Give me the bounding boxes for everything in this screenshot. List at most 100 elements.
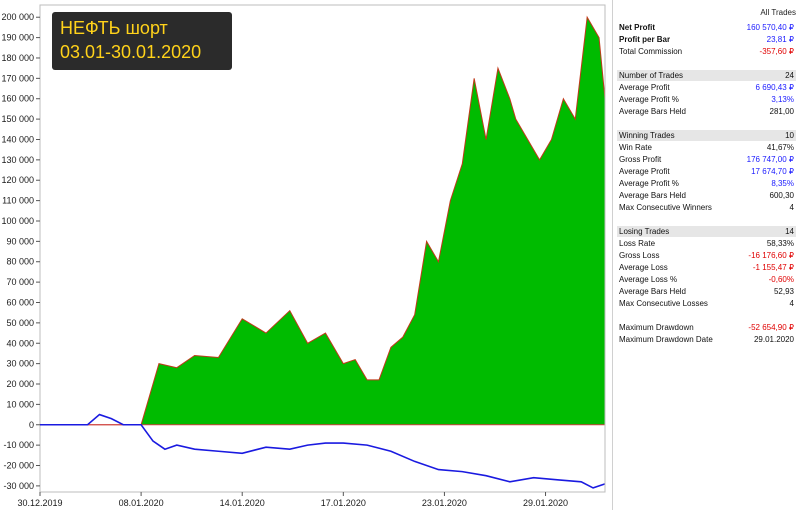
stat-row: Win Rate 41,67%: [617, 142, 796, 153]
stat-row: Net Profit 160 570,40 ₽: [617, 22, 796, 33]
chart-title-box: НЕФТЬ шорт 03.01-30.01.2020: [52, 12, 232, 70]
stat-row: Average Bars Held 52,93: [617, 286, 796, 297]
stat-value: 6 690,43 ₽: [755, 83, 794, 92]
stat-row: Average Profit % 8,35%: [617, 178, 796, 189]
stat-label: Average Loss %: [619, 275, 678, 284]
stat-label: Maximum Drawdown: [619, 323, 694, 332]
stat-value: 4: [789, 299, 794, 308]
stat-row: Average Profit % 3,13%: [617, 94, 796, 105]
stat-row: Maximum Drawdown Date 29.01.2020: [617, 334, 796, 345]
stat-row: Average Profit 17 674,70 ₽: [617, 166, 796, 177]
y-tick-label: 190 000: [1, 33, 34, 43]
stat-value: 58,33%: [766, 239, 794, 248]
stat-value: 24: [785, 71, 794, 80]
stat-label: Average Bars Held: [619, 191, 686, 200]
stat-label: Average Bars Held: [619, 287, 686, 296]
stat-value: 23,81 ₽: [766, 35, 794, 44]
equity-line: [40, 15, 606, 426]
stat-label: Gross Loss: [619, 251, 660, 260]
stat-value: 176 747,00 ₽: [746, 155, 794, 164]
stat-row: Profit per Bar 23,81 ₽: [617, 34, 796, 45]
stat-value: -16 176,60 ₽: [748, 251, 794, 260]
y-tick-label: 50 000: [6, 318, 34, 328]
stat-row: Winning Trades 10: [617, 130, 796, 141]
stat-label: Average Bars Held: [619, 107, 686, 116]
stat-value: -0,60%: [768, 275, 794, 284]
stat-row: Max Consecutive Winners 4: [617, 202, 796, 213]
stat-label: Net Profit: [619, 23, 655, 32]
y-tick-label: -20 000: [3, 461, 34, 471]
stat-row: Max Consecutive Losses 4: [617, 298, 796, 309]
y-tick-label: 20 000: [6, 379, 34, 389]
y-tick-label: 170 000: [1, 73, 34, 83]
stat-value: 10: [785, 131, 794, 140]
stats-column-header: All Trades: [760, 8, 796, 17]
stat-label: Average Loss: [619, 263, 668, 272]
stat-row: Gross Loss -16 176,60 ₽: [617, 250, 796, 261]
x-tick-label: 14.01.2020: [220, 498, 265, 508]
chart-title-line2: 03.01-30.01.2020: [60, 42, 202, 62]
y-tick-label: 0: [29, 420, 34, 430]
stat-label: Profit per Bar: [619, 35, 671, 44]
stat-value: -357,60 ₽: [759, 47, 794, 56]
y-tick-label: -30 000: [3, 481, 34, 491]
y-tick-label: 130 000: [1, 155, 34, 165]
stat-row: Number of Trades 24: [617, 70, 796, 81]
stat-row: Average Loss % -0,60%: [617, 274, 796, 285]
y-tick-label: 30 000: [6, 359, 34, 369]
x-tick-label: 29.01.2020: [523, 498, 568, 508]
y-tick-label: 120 000: [1, 175, 34, 185]
x-tick-label: 17.01.2020: [321, 498, 366, 508]
y-tick-label: 70 000: [6, 277, 34, 287]
stat-row: Loss Rate 58,33%: [617, 238, 796, 249]
stat-label: Loss Rate: [619, 239, 656, 248]
y-tick-label: 40 000: [6, 338, 34, 348]
y-tick-label: 90 000: [6, 236, 34, 246]
equity-chart-panel: 200 000 190 000 180 000 170 000 160 000 150 0…: [1, 4, 606, 508]
stat-value: -1 155,47 ₽: [752, 263, 794, 272]
stat-row: Maximum Drawdown -52 654,90 ₽: [617, 322, 796, 333]
chart-title-line1: НЕФТЬ шорт: [60, 18, 168, 38]
stat-label: Maximum Drawdown Date: [619, 335, 713, 344]
performance-summary-panel: All Trades Net Profit 160 570,40 ₽ Profit …: [612, 0, 800, 510]
equity-chart: 200 000 190 000 180 000 170 000 160 000 150 0…: [1, 4, 606, 508]
stat-label: Max Consecutive Losses: [619, 299, 708, 308]
stat-row: Total Commission -357,60 ₽: [617, 46, 796, 57]
stat-value: 160 570,40 ₽: [746, 23, 794, 32]
stat-value: 17 674,70 ₽: [751, 167, 794, 176]
y-tick-label: 100 000: [1, 216, 34, 226]
stat-value: 14: [785, 227, 794, 236]
stat-label: Average Profit: [619, 167, 670, 176]
y-tick-label: 200 000: [1, 12, 34, 22]
y-tick-label: 60 000: [6, 297, 34, 307]
stat-label: Number of Trades: [619, 71, 684, 80]
x-tick-label: 08.01.2020: [119, 498, 164, 508]
y-tick-label: -10 000: [3, 440, 34, 450]
stat-row: Average Bars Held 600,30: [617, 190, 796, 201]
y-tick-label: 150 000: [1, 114, 34, 124]
buy-and-hold-line: [40, 413, 606, 489]
stat-row: Gross Profit 176 747,00 ₽: [617, 154, 796, 165]
stat-value: 4: [789, 203, 794, 212]
stat-value: 52,93: [773, 287, 794, 296]
x-tick-label: 30.12.2019: [17, 498, 62, 508]
stat-label: Average Profit %: [619, 179, 679, 188]
stat-value: 600,30: [769, 191, 794, 200]
x-tick-label: 23.01.2020: [422, 498, 467, 508]
stat-row: Losing Trades 14: [617, 226, 796, 237]
stat-value: 8,35%: [771, 179, 794, 188]
stat-row: Average Loss -1 155,47 ₽: [617, 262, 796, 273]
stat-row: Average Profit 6 690,43 ₽: [617, 82, 796, 93]
y-tick-label: 160 000: [1, 94, 34, 104]
y-tick-label: 110 000: [2, 196, 34, 206]
y-tick-label: 10 000: [6, 399, 34, 409]
stat-label: Win Rate: [619, 143, 652, 152]
stat-label: Gross Profit: [619, 155, 662, 164]
stat-value: 3,13%: [771, 95, 794, 104]
stat-row: Average Bars Held 281,00: [617, 106, 796, 117]
stat-label: Average Profit %: [619, 95, 679, 104]
y-tick-label: 140 000: [1, 134, 34, 144]
stat-value: 281,00: [769, 107, 794, 116]
stat-label: Winning Trades: [619, 131, 675, 140]
stat-value: 29.01.2020: [753, 335, 794, 344]
